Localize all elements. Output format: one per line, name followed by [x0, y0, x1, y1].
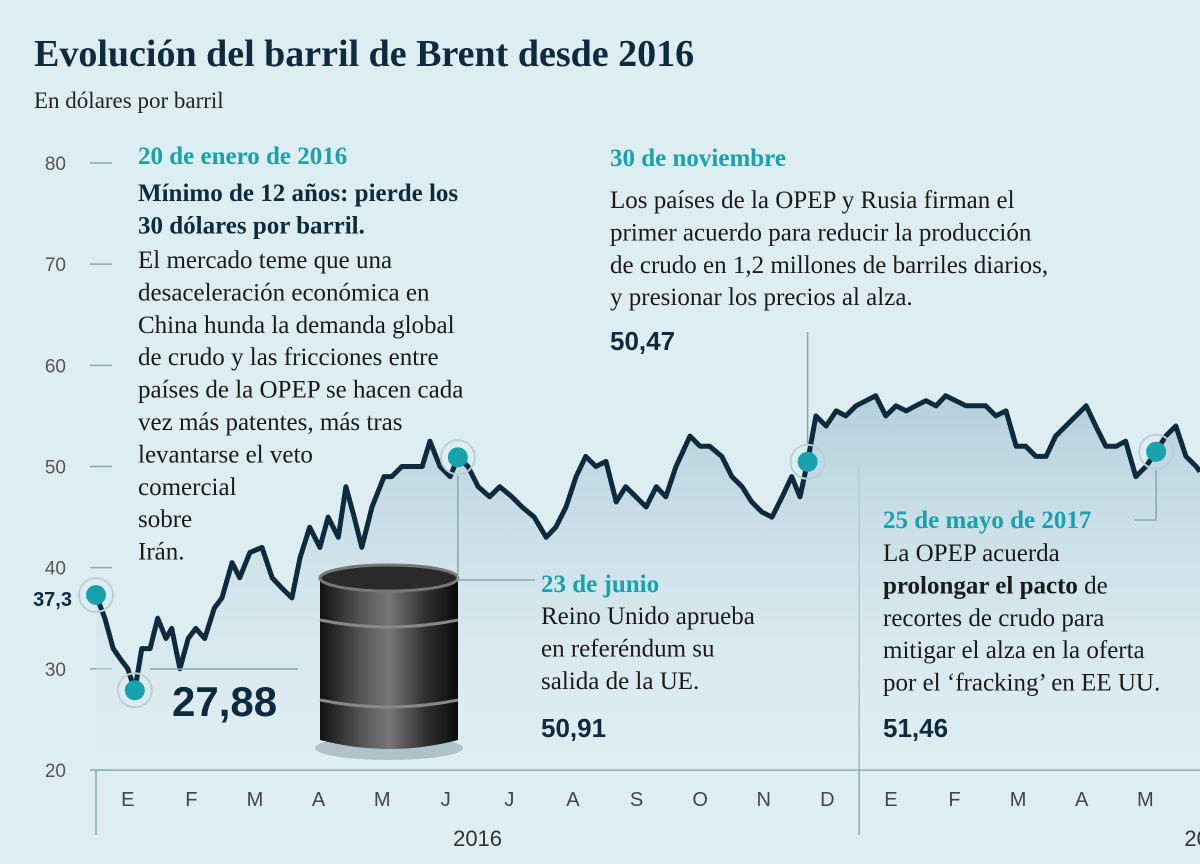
annotation-line: El mercado teme que una — [138, 247, 392, 274]
annotation-line: de crudo en 1,2 millones de barriles dia… — [610, 252, 1048, 279]
annotation-date: 23 de junio — [541, 571, 659, 598]
annotation-line: salida de la UE. — [541, 668, 699, 695]
value-label: 37,3 — [33, 589, 72, 611]
annotation-line: recortes de crudo para — [883, 605, 1104, 632]
marker-halo — [789, 443, 826, 480]
x-tick-label: N — [757, 789, 771, 811]
marker — [797, 451, 818, 472]
annotation-span: prolongar el pacto — [883, 572, 1078, 599]
annotation-line: Irán. — [138, 539, 185, 566]
chart-title: Evolución del barril de Brent desde 2016 — [34, 33, 694, 75]
annotation-line: por el ‘fracking’ en EE UU. — [883, 670, 1160, 697]
value-label: 27,88 — [172, 678, 277, 725]
annotation-line: de crudo y las fricciones entre — [138, 344, 439, 371]
annotations: 37,3 27,88 50,91 50,47 51,46 20 de enero de 2… — [33, 143, 1175, 743]
annotation-line: levantarse el veto — [138, 441, 313, 468]
connector — [1135, 469, 1157, 521]
annotation-date: 25 de mayo de 2017 — [883, 507, 1091, 534]
year-label: 2017 — [1184, 826, 1200, 851]
y-tick-label: 20 — [45, 761, 66, 782]
y-tick-label: 40 — [45, 559, 66, 580]
x-tick-label: A — [1075, 789, 1089, 811]
annotation-line: en referéndum su — [541, 635, 715, 662]
price-line — [93, 393, 1200, 693]
annotation-headline: 30 dólares por barril. — [138, 213, 365, 240]
marker-halo — [439, 439, 476, 476]
annotation-line: prolongar el pacto de — [883, 572, 1108, 599]
annotation-line: primer acuerdo para reducir la producció… — [610, 219, 1032, 246]
annotation-line: mitigar el alza en la oferta — [883, 637, 1145, 664]
x-tick-label: M — [247, 789, 264, 811]
x-tick-label: E — [121, 789, 134, 811]
year-label: 2016 — [453, 826, 502, 851]
x-tick-label: F — [948, 789, 960, 811]
marker — [86, 584, 106, 605]
chart-subtitle: En dólares por barril — [34, 88, 224, 113]
value-label: 50,47 — [610, 326, 675, 356]
x-tick-label: S — [630, 789, 643, 811]
marker — [1146, 441, 1167, 462]
x-tick-label: D — [820, 789, 834, 811]
marker-halo — [116, 672, 153, 709]
barrel — [315, 563, 463, 760]
y-tick-label: 70 — [45, 255, 66, 276]
annotation-line: países de la OPEP se hacen cada — [138, 377, 463, 404]
annotation-line: vez más patentes, más tras — [138, 409, 403, 436]
annotation-line: La OPEP acuerda — [883, 540, 1060, 567]
annotation-line: sobre — [138, 506, 192, 533]
x-tick-label: M — [1137, 789, 1154, 811]
annotation-date: 30 de noviembre — [610, 145, 786, 172]
connector — [457, 475, 535, 581]
x-tick-label: A — [312, 789, 326, 811]
x-tick-label: J — [441, 789, 451, 811]
x-tick-label: F — [185, 789, 197, 811]
annotation-line: desaceleración económica en — [138, 279, 430, 306]
value-label: 50,91 — [541, 713, 606, 743]
marker-halo — [1138, 433, 1175, 470]
marker-halo — [78, 576, 114, 613]
annotation-date: 20 de enero de 2016 — [138, 143, 347, 170]
x-tick-label: A — [566, 789, 580, 811]
annotation-line: y presionar los precios al alza. — [610, 284, 913, 311]
annotation-span: de — [1078, 572, 1108, 599]
x-tick-label: M — [374, 789, 391, 811]
x-tick-label: E — [884, 789, 897, 811]
annotation-line: Los países de la OPEP y Rusia firman el — [610, 187, 1015, 214]
y-tick-label: 30 — [45, 660, 66, 681]
x-tick-label: J — [504, 789, 514, 811]
y-tick-label: 80 — [45, 154, 66, 175]
annotation-headline: Mínimo de 12 años: pierde los — [138, 180, 458, 207]
value-label: 51,46 — [883, 713, 948, 743]
annotation-line: Reino Unido aprueba — [541, 603, 755, 630]
marker — [124, 680, 145, 701]
y-tick-label: 60 — [45, 356, 66, 377]
x-tick-label: M — [1010, 789, 1027, 811]
y-tick-label: 50 — [45, 458, 66, 479]
x-tick-label: O — [692, 789, 708, 811]
annotation-line: China hunda la demanda global — [138, 312, 455, 339]
annotation-line: comercial — [138, 474, 237, 501]
marker — [447, 447, 468, 468]
